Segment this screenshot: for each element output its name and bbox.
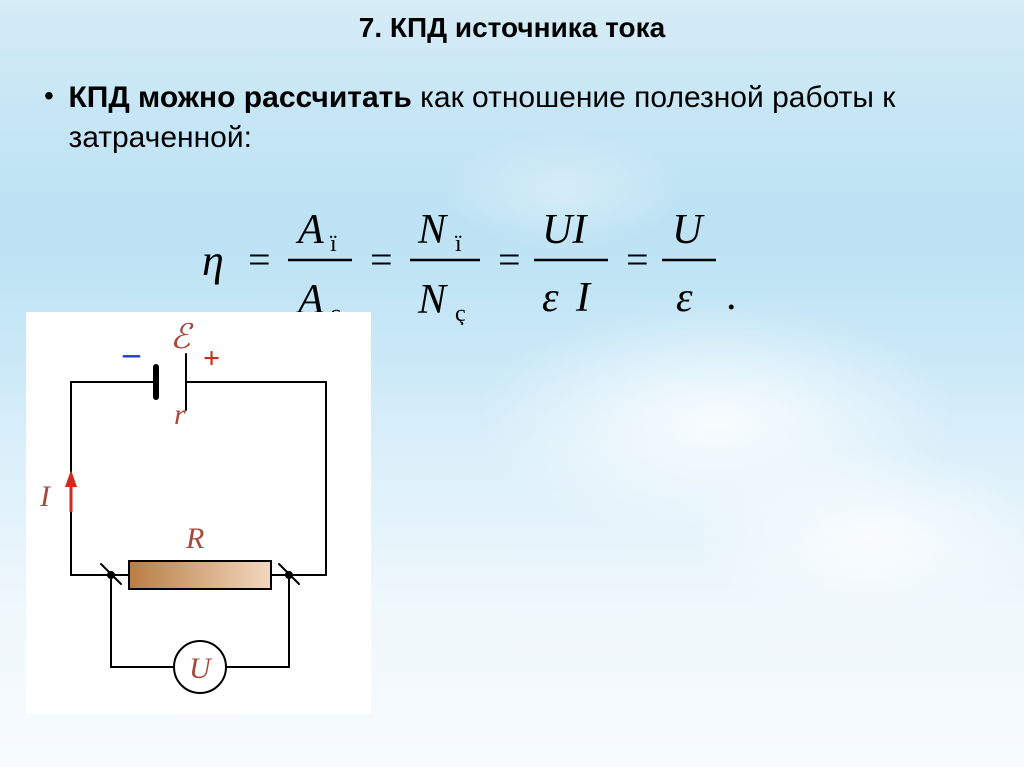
resistor [129,561,271,589]
formula: η = A ï A ç = N ï N ç = UI [180,195,880,325]
sym-eq4: = [626,237,649,282]
current-arrow [65,470,77,512]
bullet-lead: КПД можно рассчитать [68,81,411,114]
sym-eq2: = [370,237,393,282]
circuit-diagram: ℰ – + r I R U [26,312,371,714]
plus-label: + [203,342,220,375]
r-label: r [174,398,186,431]
N-den: N [417,277,448,323]
slide-title: 7. КПД источника тока [0,12,1024,44]
bullet-paragraph: • КПД можно рассчитать как отношение пол… [44,78,964,158]
bullet-text: КПД можно рассчитать как отношение полез… [68,78,958,158]
sym-eta: η [202,236,224,285]
I-label: I [39,480,52,513]
sym-eq3: = [498,237,521,282]
A-num-sub: ï [329,231,337,257]
bullet-marker: • [44,78,64,114]
slide-page: 7. КПД источника тока • КПД можно рассчи… [0,0,1024,767]
U: U [672,207,705,253]
A-num: A [295,207,324,253]
N-num: N [417,207,448,253]
UI: UI [542,207,588,253]
minus-label: – [122,335,141,372]
eps-I-e: ε [542,275,559,321]
sym-eq1: = [248,237,271,282]
U-label: U [189,652,213,685]
eps: ε [676,275,693,321]
R-label: R [185,522,204,555]
emf-label: ℰ [170,319,194,356]
N-den-sub: ç [455,301,466,325]
eps-I-I: I [575,275,592,321]
N-num-sub: ï [454,231,462,257]
dot: . [726,273,737,319]
